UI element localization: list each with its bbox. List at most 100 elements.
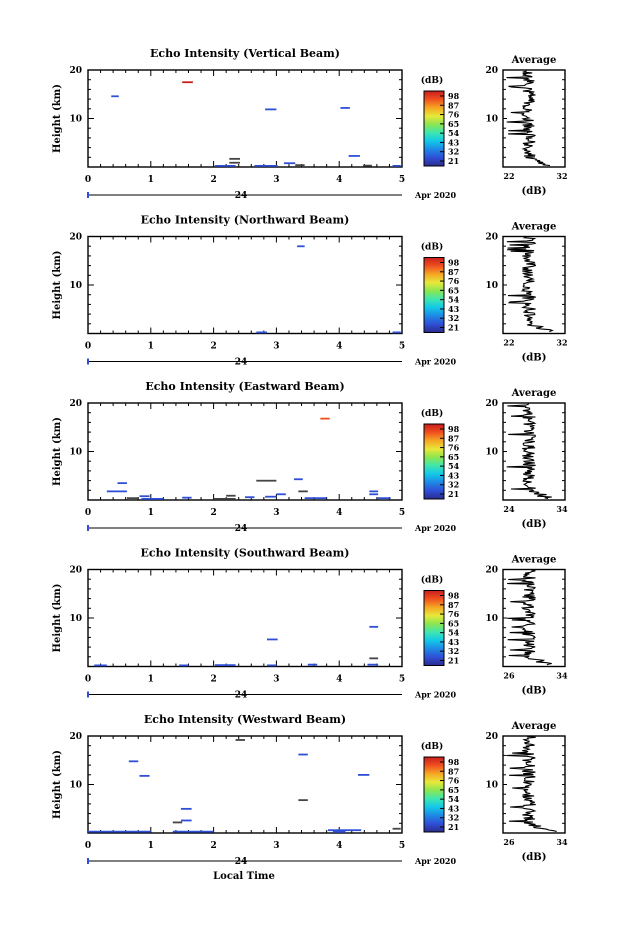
y-axis-label: Height (km) [52,251,63,320]
y-tick-label: 20 [69,66,82,76]
colorbar-tick-label: 54 [448,128,460,138]
echo-segment [245,496,255,499]
y-tick-label: 10 [69,115,82,125]
plot-frame [87,235,403,335]
y-tick-label: 20 [69,233,82,243]
panel-3: Echo Intensity (Southward Beam)0 1 2 3 4 5201… [52,547,568,701]
echo-segment [226,494,236,497]
plot-frame [87,402,403,501]
echo-segment [126,497,139,500]
echo-segment [369,493,379,496]
avg-x-tick-label: 34 [556,504,568,514]
date-day-label: 24 [235,691,248,701]
x-tick-label: 5 [399,175,405,185]
panel-4: Echo Intensity (Westward Beam)0 1 2 3 4 52010… [52,713,568,867]
colorbar-tick-label: 32 [448,147,459,157]
echo-segment [265,108,277,111]
y-axis-label: Height (km) [52,417,63,486]
echo-segment [266,664,277,667]
avg-y-tick-label: 10 [485,781,498,791]
average-profile-line [506,70,551,167]
echo-segment [392,827,401,830]
colorbar-tick-label: 54 [448,794,460,804]
colorbar-unit: (dB) [421,575,443,586]
average-title: Average [511,555,557,566]
echo-segment [88,830,151,833]
x-tick-label: 0 [85,675,91,685]
panel-title: Echo Intensity (Westward Beam) [144,713,346,726]
echo-segment [367,663,379,666]
echo-segment [229,161,240,164]
panel-0: Echo Intensity (Vertical Beam) 0 1 2 3 4 5 20 10… [52,47,568,201]
date-month-label: Apr 2020 [414,523,457,533]
echo-segment [94,664,107,667]
colorbar-tick-label: 98 [448,757,460,767]
echo-segment [106,490,127,493]
plot-frame [87,735,403,834]
avg-y-tick-label: 20 [485,566,498,576]
echo-segment [369,657,379,660]
x-tick-label: 3 [273,675,279,685]
colorbar-tick-label: 87 [448,267,459,277]
x-tick-label: 2 [210,841,216,851]
y-axis-label: Height (km) [52,84,63,153]
x-tick-label: 4 [336,342,342,352]
colorbar-tick-label: 76 [448,110,460,120]
date-day-label: 24 [235,191,248,201]
echo-segment [392,331,401,334]
echo-segment [276,493,286,496]
x-tick-label: 0 [85,508,91,518]
x-tick-label: 4 [336,841,342,851]
y-axis-label: Height (km) [52,584,63,653]
colorbar-tick-label: 98 [448,591,460,601]
colorbar [423,423,445,500]
echo-segment [295,164,305,167]
avg-x-tick-label: 24 [503,504,515,514]
avg-x-label: (dB) [522,852,547,863]
avg-x-tick-label: 32 [556,338,567,348]
echo-segment [128,760,139,763]
average-title: Average [511,388,557,399]
y-tick-label: 10 [69,448,82,458]
date-month-label: Apr 2020 [414,190,457,200]
echo-segment [235,739,245,741]
y-tick-label: 20 [69,732,82,742]
echo-segment [265,495,277,498]
echo-segment [213,498,236,500]
avg-y-tick-label: 10 [485,281,498,291]
panel-title: Echo Intensity (Northward Beam) [141,214,350,227]
avg-y-tick-label: 20 [485,399,498,409]
echo-segment [332,831,346,833]
colorbar-unit: (dB) [421,75,443,86]
echo-segment [376,497,391,500]
colorbar-tick-label: 98 [448,258,460,268]
colorbar-tick-label: 76 [448,609,460,619]
echo-segment [111,95,119,98]
colorbar-tick-label: 98 [448,91,460,101]
x-tick-label: 5 [399,841,405,851]
x-tick-label: 0 [85,342,91,352]
x-tick-label: 4 [336,175,342,185]
x-tick-label: 2 [210,675,216,685]
echo-segment [358,774,370,776]
x-tick-label: 3 [273,342,279,352]
x-tick-label: 3 [273,508,279,518]
x-tick-label: 2 [210,175,216,185]
average-profile-line [507,569,552,666]
colorbar-tick-label: 65 [448,285,459,295]
panel-title: Echo Intensity (Vertical Beam) [150,47,340,60]
echo-segment [340,107,350,109]
echo-segment [266,638,278,641]
colorbar-tick-label: 43 [448,803,460,813]
colorbar-tick-label: 87 [448,100,459,110]
date-month-label: Apr 2020 [414,856,457,866]
avg-x-tick-label: 22 [503,171,514,181]
average-title: Average [511,222,557,233]
colorbar-tick-label: 65 [448,785,459,795]
date-month-label: Apr 2020 [414,690,457,700]
echo-segment [304,497,327,500]
echo-segment [229,157,240,160]
echo-segment [182,496,192,499]
x-tick-label: 0 [85,175,91,185]
avg-x-tick-label: 26 [503,837,515,847]
